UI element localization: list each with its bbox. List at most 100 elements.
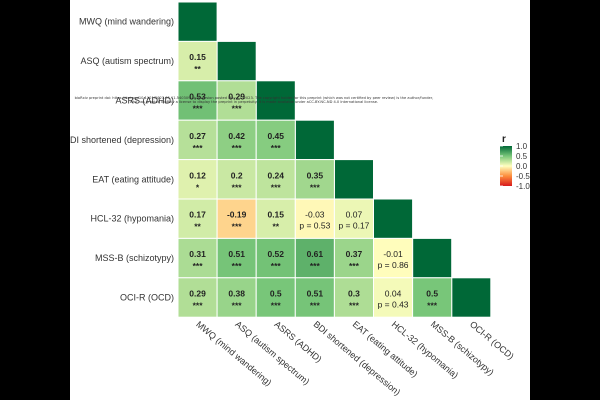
cell-labels-layer: 0.15**0.53***0.29***0.27***0.42***0.45**…	[189, 52, 438, 310]
cell-significance-label: ***	[193, 104, 204, 114]
cell-significance-label: ***	[271, 143, 282, 153]
heatmap-cell	[216, 119, 257, 161]
cell-significance-label: ***	[271, 182, 282, 192]
cell-value-label: 0.51	[228, 249, 245, 259]
cell-significance-label: p = 0.43	[378, 300, 409, 310]
heatmap-cell	[255, 198, 296, 239]
cell-value-label: 0.35	[307, 170, 324, 180]
heatmap-cell	[177, 198, 218, 239]
heatmap-cell-diagonal	[373, 198, 414, 239]
cell-value-label: -0.19	[227, 210, 247, 220]
cell-significance-label: ***	[427, 301, 438, 311]
heatmap-cell	[255, 277, 296, 318]
cell-significance-label: p = 0.17	[338, 221, 369, 231]
color-legend: r 1.00.50.0-0.5-1.0	[500, 134, 530, 191]
cell-value-label: 0.31	[189, 249, 206, 259]
heatmap-cell	[333, 198, 374, 239]
heatmap-cell	[216, 237, 257, 279]
heatmap-cell	[216, 80, 257, 121]
heatmap-cell	[333, 277, 374, 318]
heatmap-cell	[255, 237, 296, 279]
cell-significance-label: ***	[349, 261, 360, 271]
cell-value-label: 0.27	[189, 131, 206, 141]
heatmap-cell	[333, 237, 374, 279]
heatmap-cell	[412, 277, 453, 318]
x-axis: MWQ (mind wandering)ASQ (autism spectrum…	[194, 319, 515, 397]
cell-value-label: 0.2	[231, 170, 243, 180]
cell-value-label: 0.15	[189, 52, 206, 62]
cell-significance-label: p = 0.86	[378, 260, 409, 270]
y-tick-label: MSS-B (schizotypy)	[95, 253, 174, 263]
legend-tick-label: -0.5	[516, 172, 530, 181]
cell-value-label: 0.42	[228, 131, 245, 141]
heatmap-cell	[177, 159, 218, 200]
preprint-notice: bioRxiv preprint doi: https://doi.org/10…	[74, 96, 434, 105]
cell-significance-label: ***	[193, 301, 204, 311]
cell-value-label: 0.07	[346, 210, 363, 220]
cell-value-label: 0.24	[267, 170, 284, 180]
heatmap-cell-diagonal	[177, 1, 218, 42]
cell-value-label: 0.37	[346, 249, 363, 259]
cell-value-label: 0.17	[189, 210, 206, 220]
cell-value-label: 0.45	[267, 131, 284, 141]
cell-significance-label: **	[194, 222, 201, 232]
cell-significance-label: ***	[193, 261, 204, 271]
cell-significance-label: ***	[232, 143, 243, 153]
cell-significance-label: ***	[232, 222, 243, 232]
legend-tick-label: 0.5	[516, 152, 528, 161]
heatmap-cell	[177, 237, 218, 279]
legend-tick-label: 1.0	[516, 142, 528, 151]
heatmap-cell	[255, 159, 296, 200]
cell-value-label: 0.29	[189, 289, 206, 299]
cell-significance-label: *	[196, 182, 200, 192]
heatmap-cell	[177, 40, 218, 82]
heatmap-cell	[177, 277, 218, 318]
heatmap-cell-diagonal	[451, 277, 492, 318]
cell-value-label: 0.52	[267, 249, 284, 259]
legend-title: r	[502, 134, 506, 145]
cell-value-label: 0.5	[426, 289, 438, 299]
cell-value-label: 0.12	[189, 170, 206, 180]
cell-value-label: 0.38	[228, 289, 245, 299]
x-tick-label: EAT (eating attitude)	[351, 319, 420, 379]
cell-significance-label: ***	[232, 261, 243, 271]
cell-significance-label: p = 0.53	[299, 221, 330, 231]
y-tick-label: EAT (eating attitude)	[92, 174, 174, 184]
cell-significance-label: ***	[310, 261, 321, 271]
y-tick-label: OCI-R (OCD)	[120, 293, 174, 303]
x-tick-label: ASQ (autism spectrum)	[233, 319, 311, 387]
legend-tick-label: -1.0	[516, 182, 530, 191]
heatmap-cell	[294, 237, 335, 279]
x-tick-label: HCL-32 (hypomania)	[390, 319, 460, 380]
cell-significance-label: ***	[310, 182, 321, 192]
heatmap-cell	[373, 237, 414, 279]
cell-significance-label: ***	[349, 301, 360, 311]
cell-significance-label: ***	[271, 261, 282, 271]
cell-value-label: -0.01	[383, 249, 403, 259]
cell-value-label: 0.53	[189, 92, 206, 102]
heatmap-cell-diagonal	[216, 40, 257, 82]
cell-significance-label: ***	[232, 104, 243, 114]
cell-value-label: 0.5	[270, 289, 282, 299]
cells-layer	[177, 1, 492, 318]
cell-significance-label: ***	[271, 301, 282, 311]
y-tick-label: BDI shortened (depression)	[70, 135, 174, 145]
cell-value-label: 0.61	[307, 249, 324, 259]
cell-value-label: -0.03	[305, 210, 325, 220]
cell-significance-label: **	[194, 64, 201, 74]
legend-tick-label: 0.0	[516, 162, 528, 171]
y-tick-label: HCL-32 (hypomania)	[90, 214, 174, 224]
y-axis: MWQ (mind wandering) ASQ (autism spectrum…	[70, 17, 174, 303]
cell-value-label: 0.15	[267, 210, 284, 220]
y-tick-label: MWQ (mind wandering)	[79, 17, 174, 27]
cell-value-label: 0.3	[348, 289, 360, 299]
cell-significance-label: **	[272, 222, 279, 232]
cell-value-label: 0.29	[228, 92, 245, 102]
heatmap-cell-diagonal	[412, 237, 453, 279]
heatmap-cell-diagonal	[294, 119, 335, 161]
cell-significance-label: ***	[232, 301, 243, 311]
heatmap-cell	[373, 277, 414, 318]
cell-significance-label: ***	[193, 143, 204, 153]
correlation-heatmap: 0.15**0.53***0.29***0.27***0.42***0.45**…	[70, 1, 530, 397]
heatmap-cell	[294, 159, 335, 200]
